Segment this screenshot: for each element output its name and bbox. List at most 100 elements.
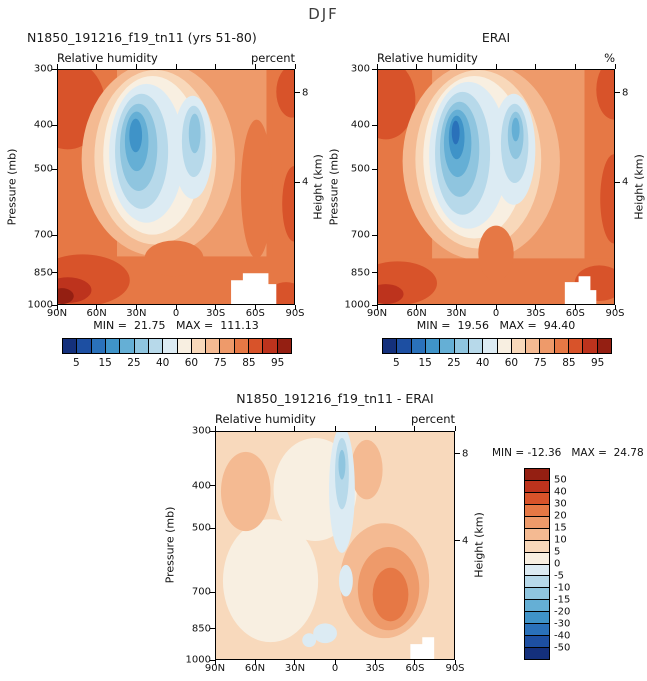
tick-label: 4 <box>622 176 629 188</box>
colorbar-label: 60 <box>504 357 519 369</box>
tick-mark <box>214 426 216 431</box>
tick-mark <box>254 660 256 665</box>
tick-mark <box>372 168 377 170</box>
panel-a-units-label: percent <box>250 51 295 65</box>
panel-a-height-axis-label: Height (km) <box>311 154 325 220</box>
colorbar-cell <box>383 339 397 353</box>
tick-mark <box>615 92 620 94</box>
colorbar-label: 5 <box>554 546 561 558</box>
tick-mark <box>52 168 57 170</box>
tick-label: 30S <box>526 308 546 319</box>
tick-mark <box>52 304 57 306</box>
colorbar-cell <box>539 339 554 353</box>
tick-mark <box>135 64 137 69</box>
tick-mark <box>374 660 376 665</box>
tick-mark <box>210 430 215 432</box>
colorbar-label: -30 <box>554 618 571 630</box>
tick-label: 60N <box>244 663 266 674</box>
panel-a-low-rh-region <box>81 70 235 257</box>
colorbar-label: 50 <box>554 474 567 486</box>
colorbar-label: 40 <box>554 486 567 498</box>
tick-label: 0 <box>172 308 180 319</box>
colorbar-cell <box>424 339 440 353</box>
colorbar-cell <box>410 339 425 353</box>
tick-label: 90S <box>445 663 465 674</box>
colorbar-label: 30 <box>554 498 567 510</box>
panel-c-negative-bias-region <box>302 432 355 648</box>
tick-label: 850 <box>350 267 370 279</box>
colorbar-cell <box>205 339 220 353</box>
panel-c-colorbar-labels: 50 40 30 20 15 10 5 0 -5 -10 -15 -20 -30 -40 -50 <box>554 468 588 660</box>
panel-b-plot-area <box>377 69 615 305</box>
colorbar-label: -20 <box>554 606 571 618</box>
tick-label: 300 <box>350 63 370 75</box>
colorbar-label: 25 <box>127 357 141 369</box>
tick-mark <box>374 426 376 431</box>
tick-mark <box>334 660 336 665</box>
tick-label: 30N <box>126 308 147 319</box>
colorbar-cell <box>453 339 468 353</box>
tick-label: 90S <box>285 308 305 319</box>
colorbar-label: -50 <box>554 642 571 654</box>
tick-mark <box>376 64 378 69</box>
tick-mark <box>454 660 456 665</box>
tick-mark <box>372 124 377 126</box>
colorbar-label: 5 <box>393 357 400 369</box>
tick-mark <box>614 64 616 69</box>
tick-mark <box>294 64 296 69</box>
tick-mark <box>535 305 537 310</box>
tick-mark <box>210 628 215 630</box>
colorbar-cell <box>596 339 611 353</box>
panel-c-colorbar <box>524 468 550 660</box>
tick-label: 850 <box>191 623 211 635</box>
panel-b-missing-data-region <box>564 276 597 304</box>
tick-mark <box>52 124 57 126</box>
colorbar-label: 20 <box>554 510 567 522</box>
figure-title: DJF <box>308 5 339 23</box>
panel-c-plot-area <box>215 431 455 660</box>
tick-label: 90N <box>366 308 388 319</box>
tick-mark <box>175 305 177 310</box>
colorbar-label: -40 <box>554 630 571 642</box>
tick-mark <box>52 272 57 274</box>
tick-mark <box>295 92 300 94</box>
panel-c-pressure-axis-label: Pressure (mb) <box>163 506 177 584</box>
tick-mark <box>495 305 497 310</box>
tick-mark <box>214 660 216 665</box>
tick-mark <box>254 426 256 431</box>
colorbar-label: 75 <box>533 357 547 369</box>
colorbar-cell <box>525 503 549 516</box>
colorbar-cell <box>582 339 597 353</box>
panel-a-plot-area <box>57 69 295 305</box>
colorbar-cell <box>396 339 411 353</box>
tick-mark <box>372 304 377 306</box>
panel-a-title: N1850_191216_f19_tn11 (yrs 51-80) <box>27 30 257 45</box>
colorbar-label: 0 <box>554 558 561 570</box>
colorbar-label: -10 <box>554 582 571 594</box>
colorbar-cell <box>76 339 91 353</box>
tick-mark <box>615 181 620 183</box>
tick-mark <box>574 305 576 310</box>
tick-label: 30S <box>365 663 385 674</box>
tick-mark <box>254 305 256 310</box>
colorbar-cell <box>525 587 549 600</box>
tick-mark <box>294 660 296 665</box>
tick-mark <box>574 64 576 69</box>
tick-label: 8 <box>302 87 309 99</box>
tick-mark <box>414 660 416 665</box>
panel-a-minmax-stats: MIN = 21.75 MAX = 111.13 <box>93 319 259 332</box>
colorbar-cell <box>104 339 120 353</box>
colorbar-cell <box>248 339 263 353</box>
colorbar-cell <box>525 469 549 480</box>
tick-mark <box>295 181 300 183</box>
panel-b-field-label: Relative humidity <box>377 51 478 65</box>
tick-mark <box>215 64 217 69</box>
colorbar-cell <box>525 635 549 648</box>
tick-mark <box>210 659 215 661</box>
panel-a-pressure-tick-labels: 300 400 500 700 850 1000 <box>20 64 53 311</box>
panel-a-subtitle-row: Relative humidity percent <box>57 51 295 65</box>
tick-label: 400 <box>33 119 53 131</box>
colorbar-cell <box>276 339 291 353</box>
